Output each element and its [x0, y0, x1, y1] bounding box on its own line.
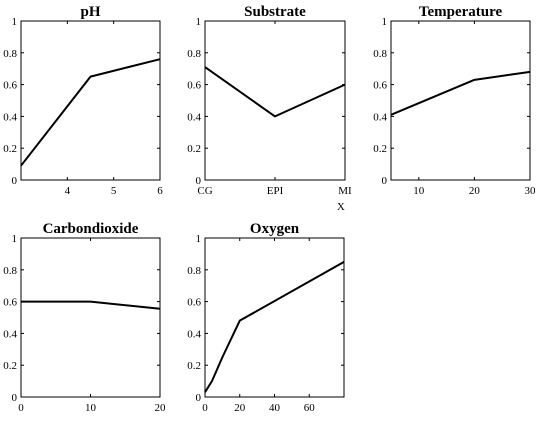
y-tick-label: 0.6 — [373, 80, 387, 92]
x-tick-label: 20 — [234, 402, 246, 414]
y-tick-label: 0.2 — [3, 143, 17, 155]
y-tick-label: 0.2 — [373, 143, 387, 155]
y-tick-label: 0.4 — [3, 328, 17, 340]
y-tick-label: 0 — [196, 392, 202, 404]
series-line-0 — [21, 300, 161, 310]
axes-frame — [390, 20, 531, 181]
panel-title: Carbondioxide — [43, 221, 139, 237]
y-tick-label: 1 — [196, 233, 202, 245]
x-tick-label: 20 — [155, 402, 167, 414]
y-tick-label: 0.2 — [3, 360, 17, 372]
panel-title: pH — [80, 4, 100, 20]
y-tick-label: 0.8 — [187, 48, 201, 60]
x-tick-label: MI — [338, 185, 352, 197]
series-line-0 — [20, 58, 161, 167]
x-tick-label: 40 — [269, 402, 281, 414]
x-tick-label: 0 — [18, 402, 24, 414]
y-tick-label: 0.6 — [3, 80, 17, 92]
axes-frame — [20, 237, 161, 398]
y-tick-label: 1 — [12, 233, 18, 245]
series-line-0 — [204, 260, 345, 393]
y-tick-label: 0.2 — [187, 143, 201, 155]
x-tick-label: 30 — [525, 185, 537, 197]
panel-title: Oxygen — [250, 221, 300, 237]
subplot-2: Temperature 0 0.2 0.4 0.6 0.8 1 10 20 30 — [373, 4, 536, 197]
subplot-4: Oxygen 0 0.2 0.4 0.6 0.8 1 0 20 40 60 — [187, 221, 345, 414]
y-tick-label: 0 — [12, 392, 18, 404]
axes-frame — [204, 20, 346, 181]
y-tick-label: 0.8 — [373, 48, 387, 60]
y-tick-label: 0.6 — [187, 80, 201, 92]
x-tick-label: 5 — [111, 185, 117, 197]
y-tick-label: 1 — [196, 16, 202, 28]
x-tick-label: 20 — [469, 185, 481, 197]
x-tick-label: EPI — [267, 185, 284, 197]
y-tick-label: 0.4 — [187, 328, 201, 340]
x-tick-label: 60 — [304, 402, 316, 414]
x-tick-label: 0 — [202, 402, 208, 414]
x-tick-label: CG — [197, 185, 212, 197]
axes-frame — [204, 237, 345, 398]
y-tick-label: 0 — [196, 175, 202, 187]
y-tick-label: 0.8 — [187, 265, 201, 277]
y-tick-label: 0.4 — [373, 111, 387, 123]
subplot-1: Substrate 0 0.2 0.4 0.6 0.8 1 CG EPI MI X — [187, 4, 352, 213]
y-tick-label: 0 — [382, 175, 388, 187]
y-tick-label: 0.6 — [187, 297, 201, 309]
y-tick-label: 0.4 — [3, 111, 17, 123]
y-tick-label: 0.2 — [187, 360, 201, 372]
series-line-0 — [204, 66, 346, 118]
x-tick-label: 10 — [413, 185, 425, 197]
panel-title: Substrate — [244, 4, 306, 20]
y-tick-label: 1 — [12, 16, 18, 28]
y-tick-label: 1 — [382, 16, 388, 28]
series-line-0 — [390, 70, 531, 116]
panel-title: Temperature — [419, 4, 503, 20]
x-tick-label: 10 — [85, 402, 97, 414]
x-tick-label: 6 — [157, 185, 163, 197]
x-tick-label: 4 — [65, 185, 71, 197]
subplot-0: pH 0 0.2 0.4 0.6 0.8 1 4 5 6 — [3, 4, 163, 197]
y-tick-label: 0.6 — [3, 297, 17, 309]
y-tick-label: 0.8 — [3, 265, 17, 277]
axes-frame — [20, 20, 161, 181]
y-tick-label: 0.8 — [3, 48, 17, 60]
y-tick-label: 0 — [12, 175, 18, 187]
x-axis-label: X — [337, 201, 345, 213]
y-tick-label: 0.4 — [187, 111, 201, 123]
